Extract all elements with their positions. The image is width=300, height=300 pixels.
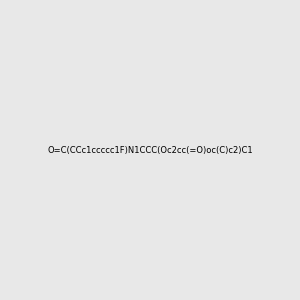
Text: O=C(CCc1ccccc1F)N1CCC(Oc2cc(=O)oc(C)c2)C1: O=C(CCc1ccccc1F)N1CCC(Oc2cc(=O)oc(C)c2)C… [47, 146, 253, 154]
